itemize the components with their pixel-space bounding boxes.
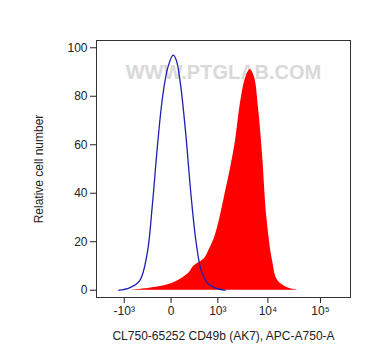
- svg-text:WWW.PTGLAB.COM: WWW.PTGLAB.COM: [126, 61, 322, 83]
- svg-text:20: 20: [74, 235, 88, 249]
- svg-text:40: 40: [74, 186, 88, 200]
- svg-text:CL750-65252 CD49b (AK7), APC-A: CL750-65252 CD49b (AK7), APC-A750-A: [112, 329, 334, 343]
- svg-text:80: 80: [74, 89, 88, 103]
- svg-text:10³: 10³: [209, 304, 226, 318]
- svg-text:0: 0: [168, 304, 175, 318]
- svg-text:0: 0: [81, 283, 88, 297]
- svg-text:Relative cell number: Relative cell number: [32, 115, 46, 224]
- svg-text:10⁵: 10⁵: [311, 304, 329, 318]
- svg-text:100: 100: [67, 41, 87, 55]
- svg-text:10⁴: 10⁴: [259, 304, 278, 318]
- svg-text:60: 60: [74, 138, 88, 152]
- svg-text:-10³: -10³: [114, 304, 135, 318]
